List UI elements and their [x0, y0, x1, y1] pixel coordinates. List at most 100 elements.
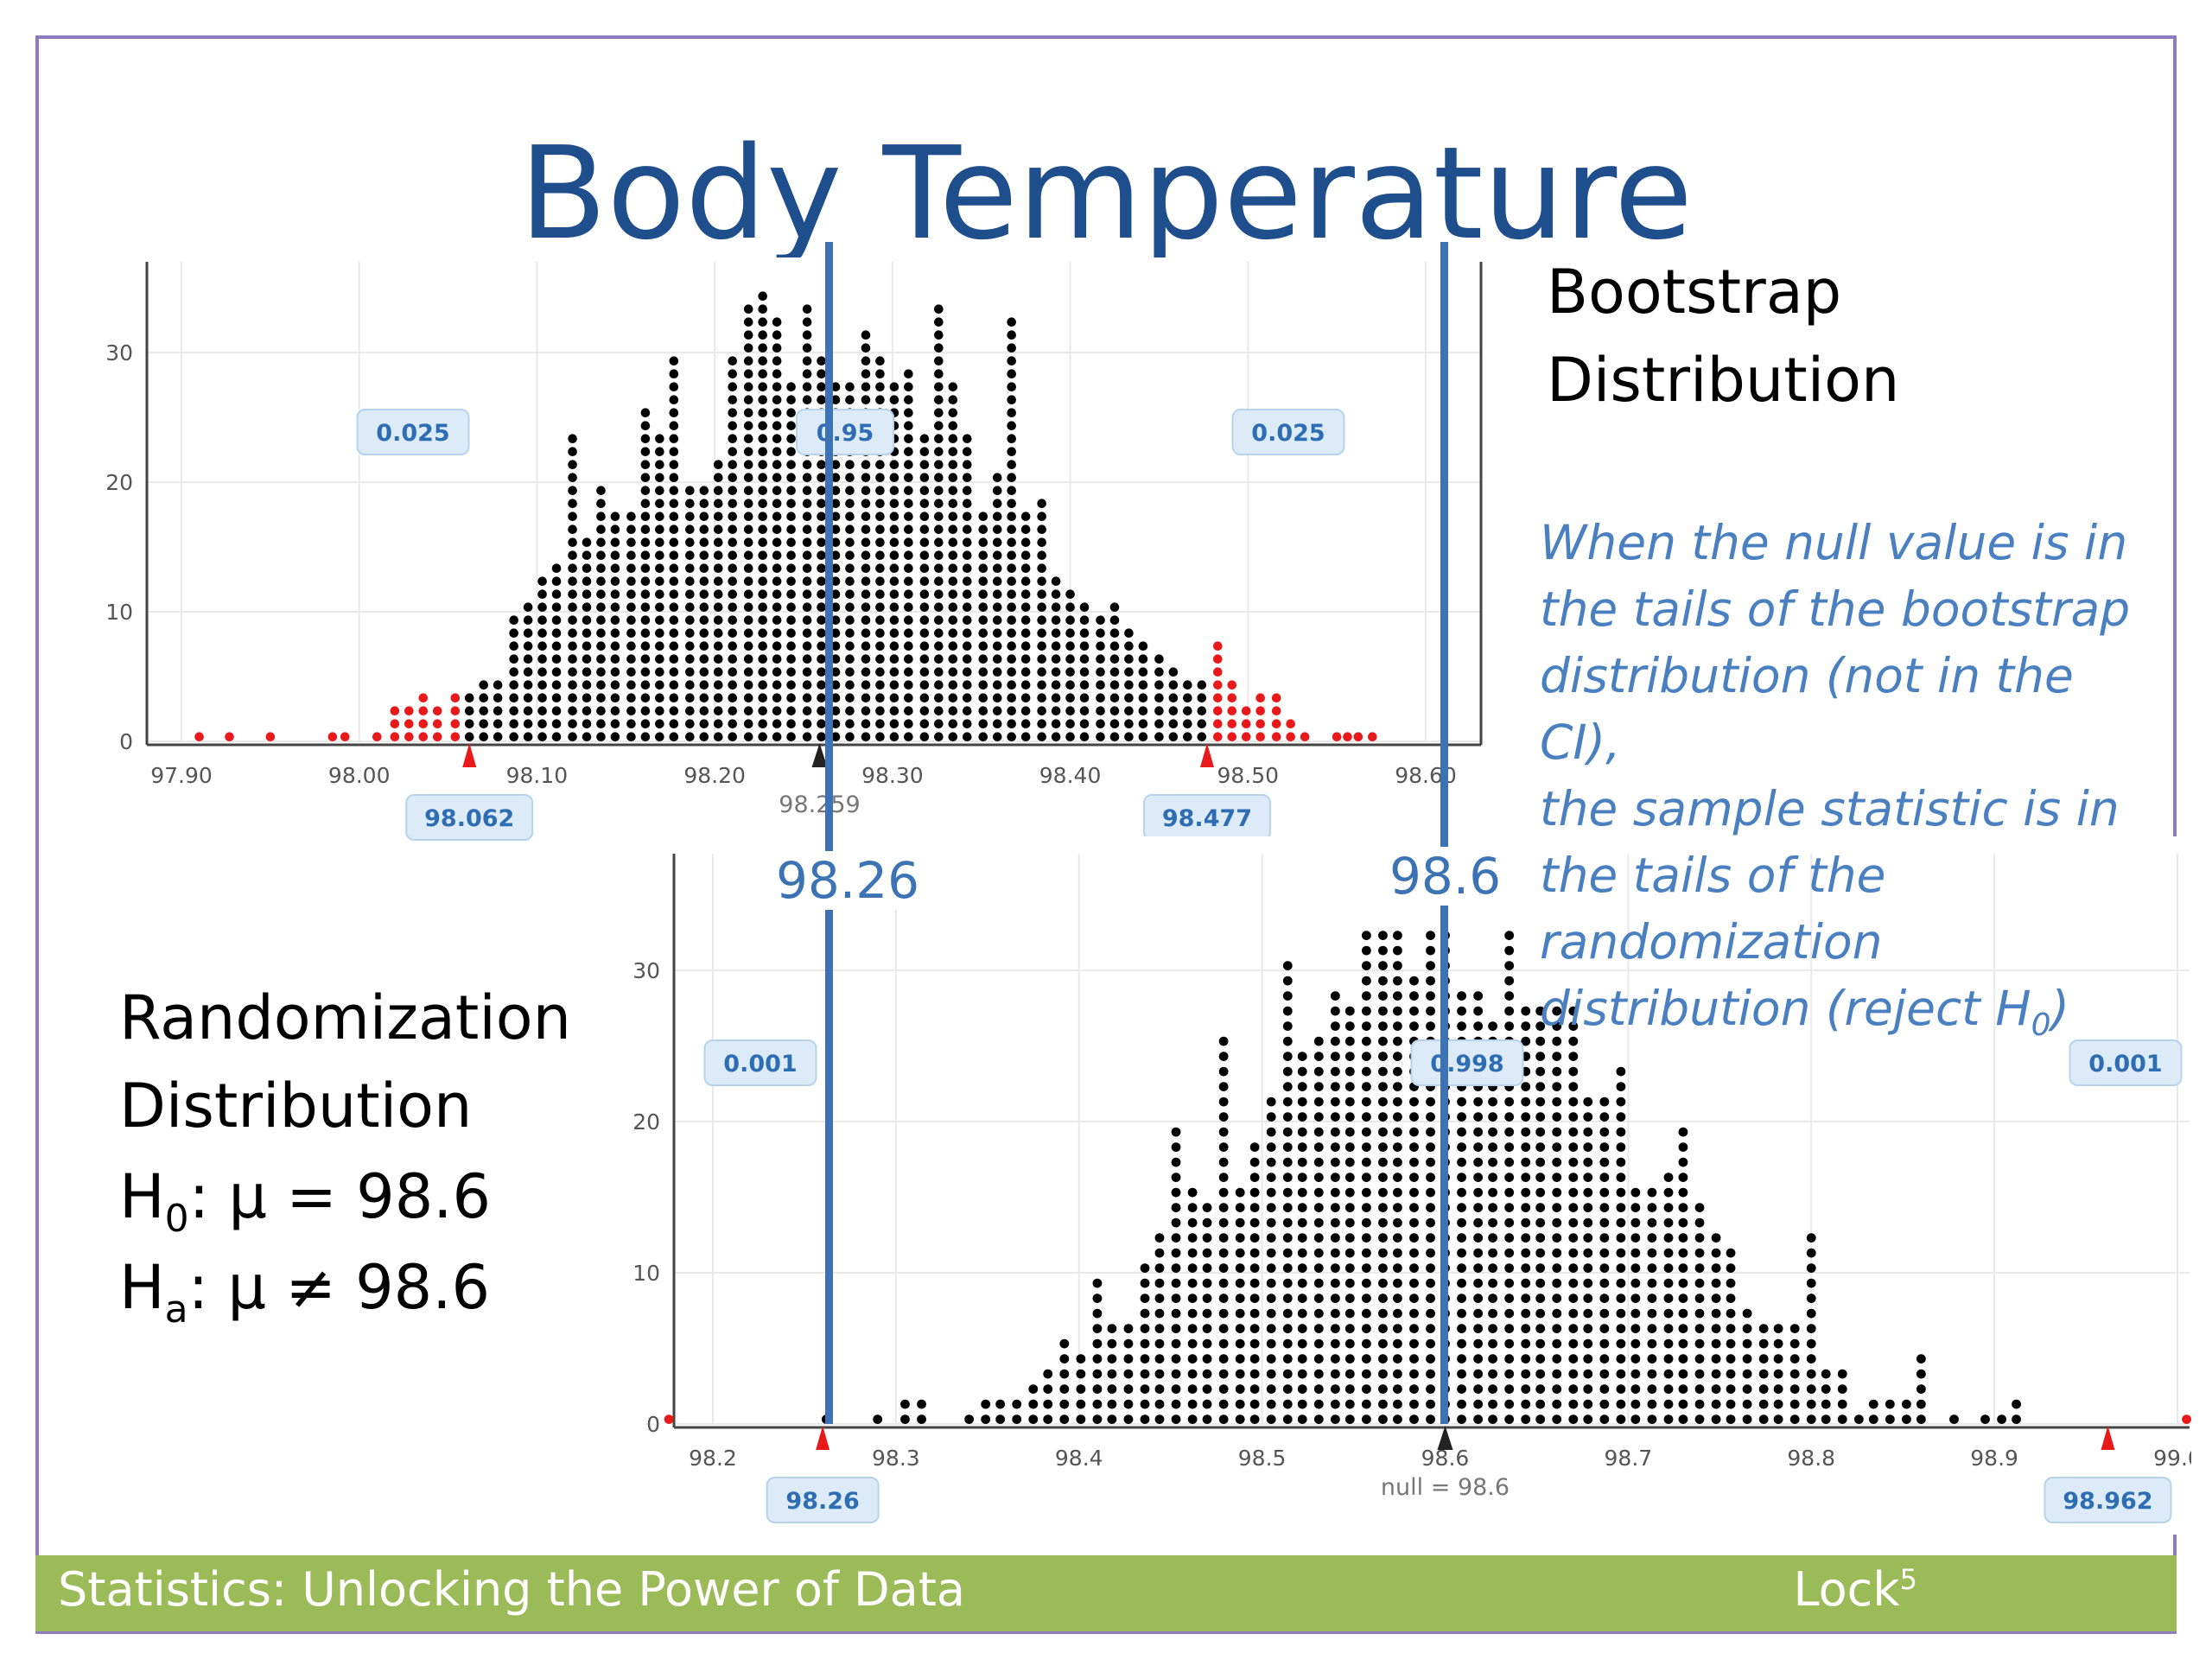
dot — [1249, 1142, 1260, 1152]
dot — [1344, 1248, 1355, 1258]
dot — [1694, 1217, 1705, 1228]
dot — [1535, 1369, 1546, 1379]
dot — [978, 693, 988, 702]
dot — [1378, 1203, 1388, 1212]
dot — [1007, 369, 1016, 378]
dot-column-18 — [568, 434, 577, 741]
dot — [743, 524, 753, 534]
dot — [1552, 1006, 1562, 1016]
dot — [1742, 1338, 1752, 1349]
dot — [1393, 1021, 1402, 1031]
dot — [1007, 524, 1016, 534]
dot — [1583, 1399, 1593, 1409]
dot — [1488, 1354, 1497, 1363]
dot — [1521, 1217, 1531, 1228]
dot — [1361, 1157, 1371, 1167]
dot-column-44 — [1583, 1096, 1593, 1424]
dot — [1202, 1278, 1212, 1288]
dot — [845, 512, 855, 521]
dot — [1552, 1187, 1562, 1198]
dot — [904, 369, 913, 378]
dot — [830, 576, 841, 586]
dot — [1393, 961, 1402, 970]
dot — [1012, 1399, 1022, 1409]
dot — [551, 706, 562, 715]
dot — [1568, 1369, 1579, 1379]
dot — [1218, 1338, 1229, 1349]
dot — [1140, 1399, 1150, 1409]
dot-column-3 — [327, 732, 338, 741]
dot — [1330, 1203, 1340, 1212]
dot — [640, 654, 651, 664]
dot — [1330, 1278, 1340, 1288]
dot — [817, 550, 826, 560]
dot-column-20 — [596, 486, 606, 741]
dot — [758, 550, 767, 560]
dot — [1235, 1414, 1245, 1424]
dot — [1758, 1338, 1769, 1349]
dot — [596, 589, 606, 599]
dot — [978, 602, 988, 612]
dot — [758, 382, 767, 391]
dot-column-47 — [992, 473, 1002, 741]
dot-column-27 — [699, 486, 709, 741]
dot — [596, 524, 606, 534]
dot-column-66 — [1949, 1414, 1959, 1424]
dot — [1694, 1354, 1705, 1363]
dot — [1020, 667, 1031, 677]
dot — [1409, 1278, 1419, 1288]
dot — [1568, 1066, 1579, 1077]
dot — [1630, 1369, 1641, 1379]
dot — [1065, 719, 1075, 728]
dot — [1473, 1157, 1484, 1167]
dot — [699, 641, 709, 651]
dot — [1488, 1203, 1497, 1212]
dot — [699, 537, 709, 547]
lower-cutoff-badge-text: 98.26 — [785, 1488, 859, 1515]
dot — [640, 641, 651, 651]
dot — [1473, 1173, 1484, 1182]
dot — [669, 499, 679, 508]
dot — [1409, 1414, 1419, 1424]
dot — [758, 524, 767, 534]
dot — [1109, 654, 1120, 664]
dot — [772, 654, 782, 664]
dot — [404, 732, 414, 741]
dot — [1344, 1082, 1355, 1091]
dot — [568, 732, 577, 741]
dot — [772, 680, 782, 690]
dot — [1504, 1142, 1515, 1152]
dot — [919, 680, 930, 690]
dot — [418, 693, 429, 702]
dot — [596, 693, 606, 702]
dot — [830, 537, 841, 547]
dot — [934, 512, 944, 521]
dot — [1552, 1157, 1562, 1167]
dot — [1065, 654, 1075, 664]
dot — [699, 512, 709, 521]
dot — [1409, 1203, 1419, 1212]
dot — [1028, 1414, 1039, 1424]
dot — [1059, 1354, 1070, 1363]
dot — [713, 576, 723, 586]
dot — [1123, 1414, 1134, 1424]
dot — [1552, 1127, 1562, 1137]
dot — [1282, 1187, 1293, 1198]
dot — [861, 369, 871, 378]
dot — [1313, 1052, 1324, 1061]
dot — [1426, 1021, 1435, 1031]
dot — [1647, 1308, 1657, 1319]
dot — [962, 434, 972, 443]
dot — [1504, 1187, 1515, 1198]
dot — [1096, 615, 1105, 625]
dot — [1051, 576, 1061, 586]
dot — [669, 667, 679, 677]
dot — [1599, 1354, 1610, 1363]
dot — [551, 628, 562, 638]
dot — [1037, 589, 1046, 599]
dot — [728, 486, 738, 495]
dot — [1330, 1369, 1340, 1379]
dot — [1313, 1157, 1324, 1167]
dot — [1678, 1248, 1688, 1258]
